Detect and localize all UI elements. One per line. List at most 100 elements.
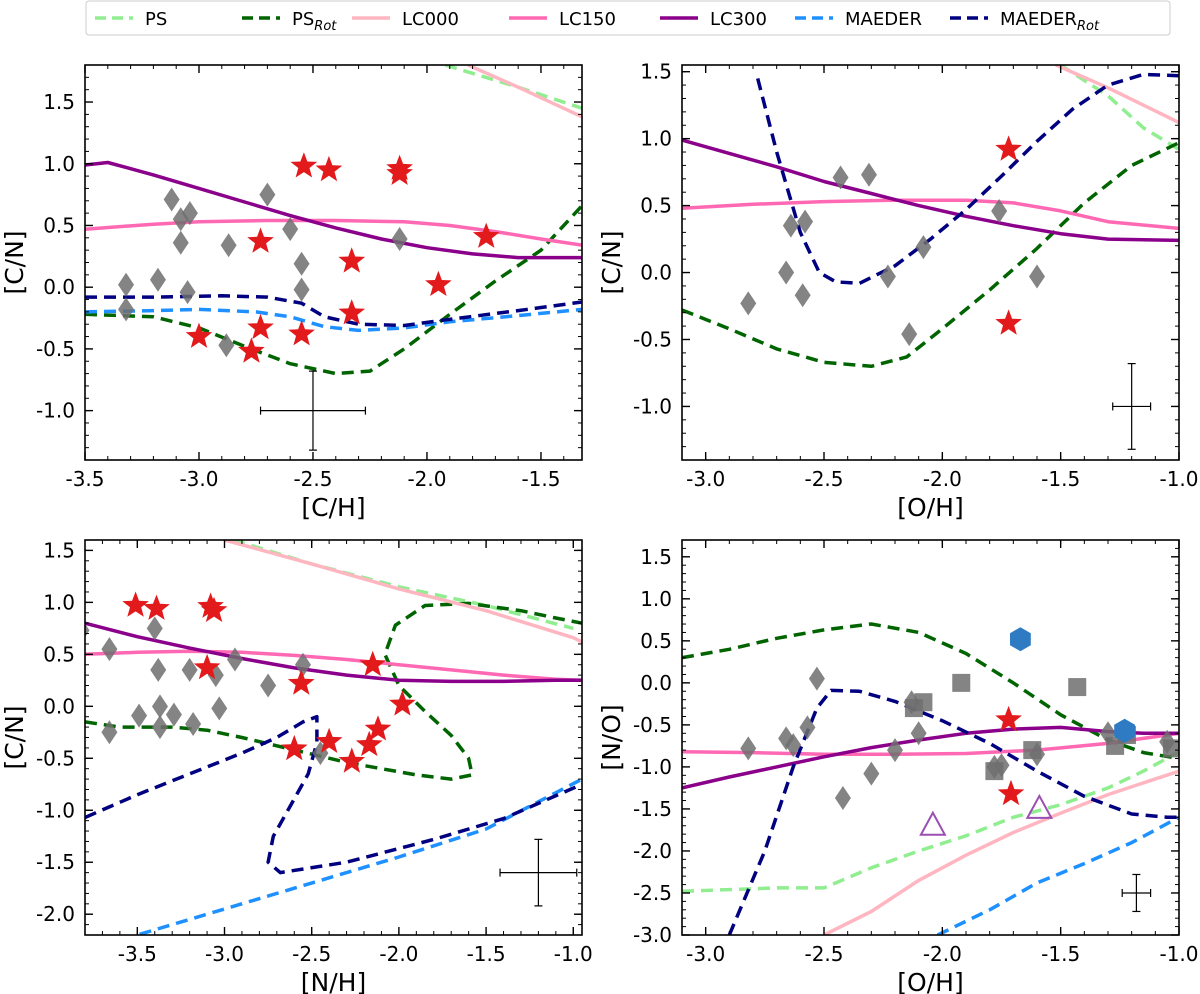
y-tick-label: 0.0 — [43, 694, 75, 718]
diamond-point — [1029, 264, 1045, 289]
series-line-lc150 — [682, 731, 1179, 757]
y-tick-label: 1.0 — [640, 127, 672, 151]
y-tick-label: -0.5 — [36, 337, 75, 361]
series-line-lc000 — [224, 540, 582, 644]
y-tick-label: 1.5 — [43, 538, 75, 562]
diamond-point — [832, 165, 849, 190]
x-tick-label: -3.0 — [205, 942, 244, 966]
star-point — [338, 299, 366, 325]
y-tick-label: 1.5 — [43, 90, 75, 114]
series-line-lc150 — [682, 198, 1179, 231]
square-point — [914, 693, 933, 712]
series-line-lc300 — [682, 138, 1179, 243]
y-axis-label: [C/N] — [597, 230, 626, 294]
diamond-point — [101, 720, 118, 745]
y-tick-label: -2.0 — [633, 839, 672, 863]
diamond-point — [778, 260, 795, 285]
square-point — [1023, 741, 1042, 760]
legend-entry: MAEDERRot — [950, 9, 1100, 34]
y-tick-label: -0.5 — [633, 327, 672, 351]
x-tick-label: -1.5 — [1041, 942, 1080, 966]
diamond-point — [118, 272, 135, 297]
y-tick-label: -1.0 — [36, 798, 75, 822]
x-tick-label: -2.0 — [923, 467, 962, 491]
diamond-point — [220, 233, 237, 258]
legend-entry: LC150 — [509, 9, 616, 30]
chart-panel-2: -3.0 -2.5 -2.0 -1.5 -1.0 -1.0 -0.5 0.0 0.5 1.0 1.5… — [597, 60, 1199, 522]
diamond-point — [740, 291, 757, 316]
series-line-ps — [232, 540, 574, 631]
diamond-point — [808, 666, 825, 691]
star-point — [185, 322, 213, 348]
square-point — [985, 762, 1004, 781]
star-point — [200, 596, 228, 622]
legend-frame — [85, 0, 1171, 36]
x-tick-label: -1.5 — [521, 467, 560, 491]
diamond-point — [293, 251, 310, 276]
diamond-point — [149, 267, 166, 292]
legend-label: PS — [145, 9, 167, 30]
plot-area — [85, 65, 582, 460]
diamond-point — [101, 637, 118, 662]
diamond-point — [146, 616, 163, 641]
y-tick-label: 0.5 — [43, 213, 75, 237]
series-line-lc000 — [823, 769, 1179, 935]
legend-label: LC000 — [402, 9, 459, 30]
diamond-point — [218, 333, 235, 358]
x-axis-label: [N/H] — [301, 968, 366, 994]
diamond-point — [901, 322, 918, 347]
star-point — [290, 152, 318, 178]
y-tick-label: 0.0 — [43, 275, 75, 299]
diamond-point — [915, 235, 932, 260]
legend: PS PSRot LC000 LC150 LC300 MAEDER MAEDERRot — [85, 0, 1171, 36]
legend-entry: LC000 — [352, 9, 459, 30]
star-point — [143, 594, 170, 620]
diamond-point — [799, 715, 816, 740]
star-point — [359, 650, 387, 677]
plot-content — [85, 65, 582, 376]
star-point — [238, 337, 265, 363]
y-tick-label: 1.5 — [640, 545, 672, 569]
star-point — [338, 747, 366, 773]
chart-panel-3: -3.5 -3.0 -2.5 -2.0 -1.5 -1.0 -2.0 -1.5 -1.0 -0.5… — [0, 538, 593, 994]
legend-label: LC150 — [559, 9, 616, 30]
diamond-point — [391, 227, 408, 252]
y-tick-label: 0.0 — [640, 261, 672, 285]
panels: -3.5 -3.0 -2.5 -2.0 -1.5 -1.0 -0.5 0.0 0.5 1.0 1.5… — [0, 60, 1199, 994]
star-point — [288, 320, 315, 346]
x-tick-label: -1.0 — [1159, 467, 1198, 491]
hexagon-point — [1114, 718, 1135, 743]
y-tick-label: -1.0 — [36, 399, 75, 423]
y-tick-label: 1.0 — [640, 587, 672, 611]
diamond-point — [181, 201, 198, 226]
star-point — [280, 734, 308, 761]
y-tick-label: -1.0 — [633, 755, 672, 779]
y-tick-label: -1.0 — [633, 394, 672, 418]
series-line-maeder-rot — [85, 714, 582, 875]
x-tick-label: -2.0 — [379, 942, 418, 966]
legend-entry: LC300 — [660, 9, 767, 30]
y-tick-label: -0.5 — [36, 746, 75, 770]
error-bar — [1121, 873, 1152, 913]
diamond-point — [165, 702, 182, 727]
plot-area — [682, 65, 1179, 460]
diamond-point — [294, 652, 311, 677]
error-bar — [1112, 362, 1152, 450]
y-tick-label: -2.5 — [633, 881, 672, 905]
legend-entry: PSRot — [242, 9, 337, 34]
star-point — [247, 313, 274, 340]
x-tick-label: -3.0 — [686, 467, 725, 491]
x-tick-label: -2.5 — [293, 467, 332, 491]
y-tick-label: 1.5 — [640, 60, 672, 84]
star-point — [338, 247, 366, 273]
diamond-point — [797, 209, 814, 234]
chart-panel-4: -3.0 -2.5 -2.0 -1.5 -1.0 -3.0 -2.5 -2.0 -1.5 -1.0… — [597, 539, 1199, 994]
diamond-point — [181, 657, 198, 682]
star-point — [247, 227, 274, 253]
series-line-lc300 — [85, 160, 582, 260]
series-line-maeder — [85, 307, 582, 333]
star-point — [355, 730, 383, 757]
y-axis-label: [N/O] — [597, 704, 626, 770]
y-tick-label: 0.5 — [640, 629, 672, 653]
star-point — [995, 309, 1022, 335]
